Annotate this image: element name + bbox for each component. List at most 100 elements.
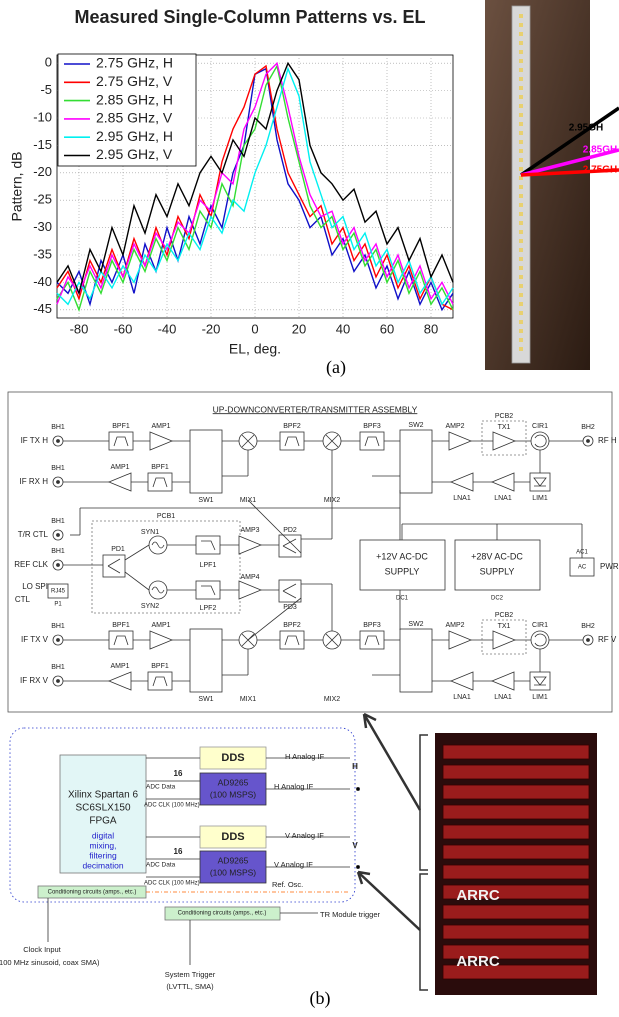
filter [109, 432, 133, 450]
label: IF RX H [20, 477, 49, 486]
label: DC1 [396, 596, 409, 602]
label: System Trigger [165, 970, 216, 979]
node [356, 865, 359, 868]
rack-panel [443, 925, 589, 939]
antenna-element [519, 158, 523, 162]
label: BH1 [51, 518, 65, 525]
filter [109, 631, 133, 649]
limiter [530, 672, 550, 690]
y-tick-label: -25 [33, 192, 52, 207]
bracket [420, 874, 428, 990]
label: Conditioning circuits (amps., etc.) [178, 911, 267, 917]
label: CTL [15, 595, 31, 604]
label: H Analog IF [274, 782, 314, 791]
label: PD1 [111, 546, 125, 553]
label: LIM1 [532, 495, 548, 502]
label: FPGA [89, 816, 117, 827]
port [587, 440, 590, 443]
rack-panel [443, 765, 589, 779]
rack-label: ARRC [456, 887, 499, 904]
label: AMP2 [445, 622, 464, 629]
antenna-element [519, 41, 523, 45]
arrow [364, 714, 420, 810]
label: MIX1 [240, 696, 256, 703]
y-tick-label: -40 [33, 274, 52, 289]
filter [148, 473, 172, 491]
label: filtering [89, 850, 117, 860]
label: DC2 [491, 596, 504, 602]
splitter [279, 535, 301, 557]
filter [196, 536, 220, 554]
x-tick-label: -40 [158, 321, 177, 336]
rack-panel [443, 845, 589, 859]
splitter [279, 580, 301, 602]
label: Ref. Osc. [272, 880, 303, 889]
antenna-element [519, 221, 523, 225]
rack-panel [443, 805, 589, 819]
bracket [420, 735, 428, 870]
legend-label: 2.85 GHz, H [96, 91, 173, 107]
label: BPF1 [151, 663, 169, 670]
label: LIM1 [532, 694, 548, 701]
legend-label: 2.85 GHz, V [96, 110, 173, 126]
antenna-element [519, 113, 523, 117]
switch [400, 430, 432, 493]
antenna-element [519, 14, 523, 18]
antenna-element [519, 338, 523, 342]
antenna-element [519, 275, 523, 279]
port [57, 680, 60, 683]
label: TX1 [498, 424, 511, 431]
label: (100 MSPS) [210, 867, 256, 877]
y-tick-label: -35 [33, 246, 52, 261]
antenna-element [519, 212, 523, 216]
antenna-element [519, 149, 523, 153]
label: AD9265 [218, 855, 249, 865]
antenna-element [519, 50, 523, 54]
figure: Measured Single-Column Patterns vs. EL -8… [0, 0, 619, 1017]
antenna-element [519, 131, 523, 135]
y-tick-label: -20 [33, 164, 52, 179]
port [57, 534, 60, 537]
antenna-element [519, 293, 523, 297]
x-tick-label: -20 [202, 321, 221, 336]
label: H Analog IF [285, 752, 325, 761]
port [57, 564, 60, 567]
label: mixing, [90, 840, 117, 850]
x-tick-label: -60 [114, 321, 133, 336]
filter [148, 672, 172, 690]
label: AMP1 [151, 622, 170, 629]
beam-label: 2.95GH [569, 123, 603, 134]
antenna-element [519, 239, 523, 243]
port [57, 639, 60, 642]
legend-label: 2.75 GHz, V [96, 73, 173, 89]
label: PCB1 [157, 513, 175, 520]
label: DDS [221, 752, 244, 764]
chart-title: Measured Single-Column Patterns vs. EL [74, 7, 425, 27]
antenna-element [519, 320, 523, 324]
label: +28V AC-DC [471, 551, 523, 561]
label: LPF2 [200, 605, 217, 612]
label: CIR1 [532, 622, 548, 629]
label: SW2 [408, 621, 423, 628]
label: AMP1 [110, 464, 129, 471]
label: P1 [54, 602, 62, 608]
legend-label: 2.75 GHz, H [96, 55, 173, 71]
label: AC [578, 565, 587, 571]
label: +12V AC-DC [376, 551, 428, 561]
antenna-photo [485, 0, 590, 370]
label: Conditioning circuits (amps., etc.) [48, 890, 137, 896]
label: BH1 [51, 465, 65, 472]
x-tick-label: 40 [336, 321, 350, 336]
caption: (b) [310, 988, 331, 1009]
label: ADC Data [146, 862, 176, 869]
rack-panel [443, 825, 589, 839]
antenna-element [519, 194, 523, 198]
antenna-element [519, 248, 523, 252]
antenna-element [519, 167, 523, 171]
label: RF H [598, 436, 617, 445]
x-tick-label: -80 [70, 321, 89, 336]
filter [280, 631, 304, 649]
label: AMP4 [240, 574, 259, 581]
label: MIX2 [324, 696, 340, 703]
y-tick-label: -15 [33, 137, 52, 152]
